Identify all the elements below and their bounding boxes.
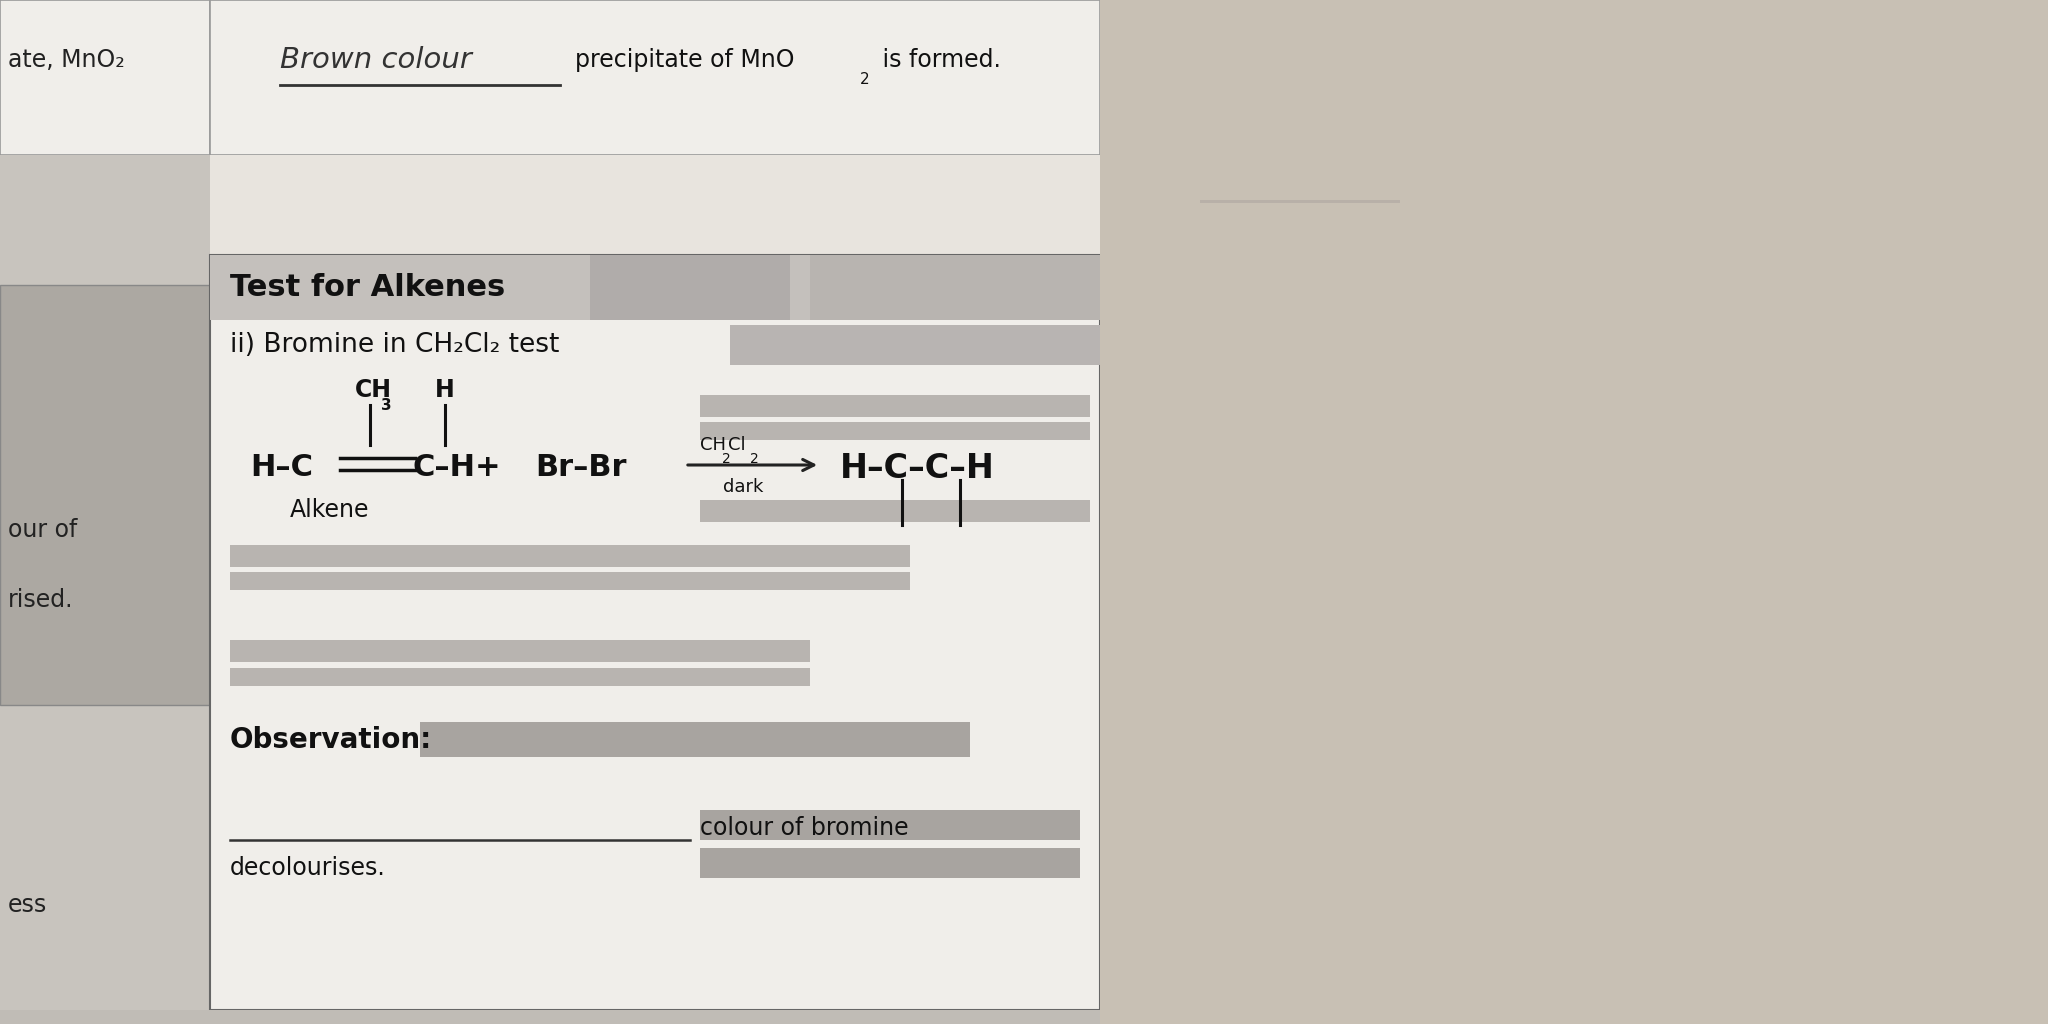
Text: our of: our of [8, 518, 78, 542]
Text: H–C–C–H: H–C–C–H [840, 452, 995, 484]
Bar [0, 155, 211, 255]
Bar [211, 255, 1100, 319]
Text: rised.: rised. [8, 588, 74, 612]
Bar [211, 155, 1100, 255]
Bar [0, 0, 211, 155]
Text: Observation:: Observation: [229, 726, 432, 754]
Text: ess: ess [8, 893, 47, 918]
Text: C–H+: C–H+ [414, 454, 502, 482]
Text: colour of bromine: colour of bromine [700, 816, 909, 840]
Text: Test for Alkenes: Test for Alkenes [229, 273, 506, 302]
Bar [229, 572, 909, 590]
Bar [700, 422, 1090, 440]
Bar [700, 500, 1090, 522]
Bar [0, 1010, 1100, 1024]
Text: CH: CH [700, 436, 725, 454]
Bar [729, 325, 1100, 365]
Text: 2: 2 [723, 452, 731, 466]
Text: ate, MnO₂: ate, MnO₂ [8, 48, 125, 72]
Text: 2: 2 [860, 72, 870, 87]
Bar [0, 285, 211, 705]
Bar [0, 255, 211, 1024]
Text: decolourises.: decolourises. [229, 856, 385, 880]
Text: CH: CH [354, 378, 391, 402]
Text: 3: 3 [381, 398, 391, 413]
Bar [1200, 200, 1401, 203]
Text: ii) Bromine in CH₂Cl₂ test: ii) Bromine in CH₂Cl₂ test [229, 332, 559, 358]
Bar [229, 640, 811, 662]
Text: precipitate of MnO: precipitate of MnO [575, 48, 795, 72]
Text: H: H [434, 378, 455, 402]
Text: dark: dark [723, 478, 764, 496]
Bar [700, 395, 1090, 417]
Bar [700, 810, 1079, 840]
Text: Cl: Cl [727, 436, 745, 454]
Bar [229, 545, 909, 567]
Bar [229, 668, 811, 686]
Text: Brown colour: Brown colour [281, 46, 471, 74]
Text: Br–Br: Br–Br [535, 454, 627, 482]
Bar [211, 255, 1100, 1010]
Bar [590, 255, 791, 319]
Text: Alkene: Alkene [291, 498, 369, 522]
Bar [811, 255, 1100, 319]
Text: is formed.: is formed. [874, 48, 1001, 72]
Bar [0, 0, 211, 155]
Bar [420, 722, 971, 757]
Text: 2: 2 [750, 452, 758, 466]
Bar [700, 848, 1079, 878]
Bar [1100, 0, 2048, 1024]
Bar [211, 0, 1100, 155]
Text: H–C: H–C [250, 454, 313, 482]
